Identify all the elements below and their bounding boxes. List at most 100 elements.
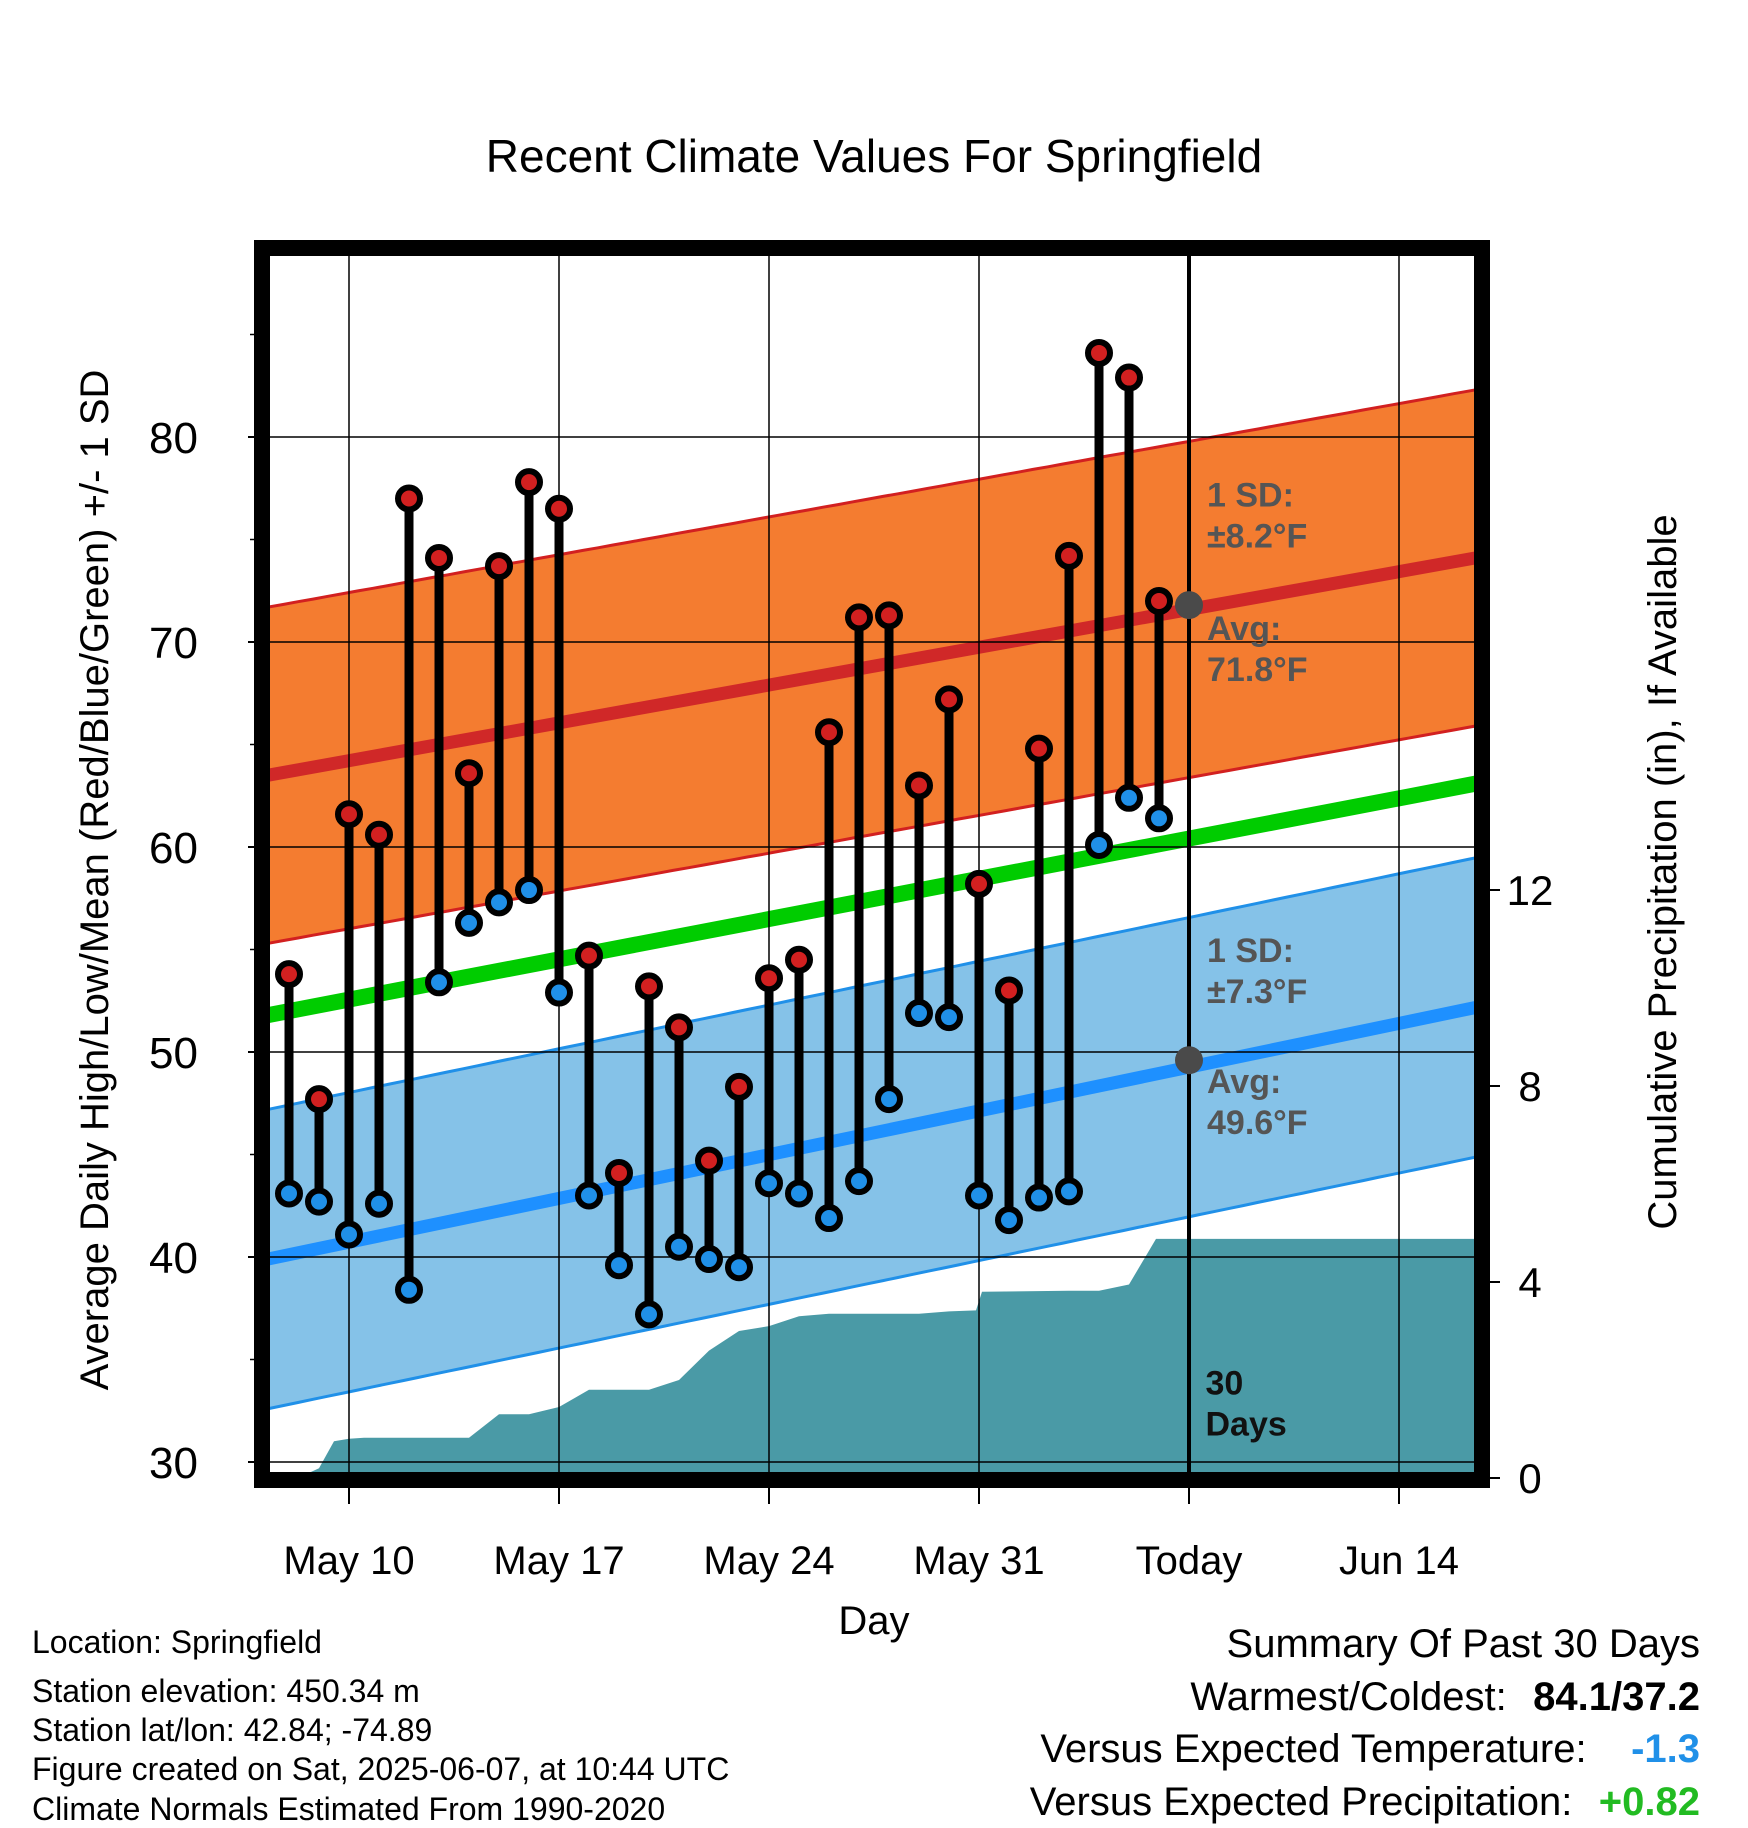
summary-temp-value: -1.3 [1631, 1727, 1700, 1771]
high-point [1145, 587, 1173, 615]
high-point [545, 494, 573, 523]
low-point [875, 1085, 903, 1114]
high-sd-annotation: 1 SD: ±8.2°F [1207, 477, 1307, 556]
low-sd-annotation-line-0: 1 SD: [1207, 932, 1294, 970]
normal-mean-line [270, 775, 1474, 1023]
today-days-label-line-1: Days [1206, 1405, 1287, 1443]
low-avg-annotation: Avg: 49.6°F [1207, 1063, 1308, 1142]
low-point [365, 1189, 393, 1218]
high-sd-annotation-line-1: ±8.2°F [1207, 518, 1307, 556]
low-point [1145, 804, 1173, 833]
high-point [455, 759, 483, 788]
high-point [635, 972, 663, 1001]
low-point [1025, 1183, 1053, 1212]
low-point [635, 1300, 663, 1329]
summary-warmest-row: Warmest/Coldest: 84.1/37.2 [1190, 1675, 1700, 1720]
y2-tick-label: 0 [1518, 1455, 1541, 1502]
high-point [845, 603, 873, 632]
y-tick-label: 60 [149, 824, 198, 873]
precipitation-area [298, 1238, 1474, 1472]
low-sd-edge-lower [270, 1155, 1474, 1410]
x-tick-label: May 10 [283, 1539, 414, 1583]
low-sd-annotation-line-1: ±7.3°F [1207, 973, 1307, 1011]
high-point [785, 945, 813, 974]
high-point [935, 685, 963, 714]
avg-marker-1 [1175, 1046, 1203, 1075]
low-sd-edge-upper [270, 856, 1474, 1111]
low-point [665, 1232, 693, 1261]
low-avg-annotation-line-1: 49.6°F [1207, 1104, 1308, 1142]
summary-precip-value: +0.82 [1598, 1780, 1700, 1824]
low-point [965, 1181, 993, 1210]
footer-latlon: Station lat/lon: 42.84; -74.89 [32, 1712, 433, 1748]
low-avg-annotation-line-0: Avg: [1207, 1063, 1281, 1101]
high-point [335, 800, 363, 829]
high-point [1055, 541, 1083, 570]
high-point [755, 964, 783, 993]
low-point [695, 1245, 723, 1274]
high-point [575, 941, 603, 970]
y2-tick-label: 4 [1518, 1259, 1541, 1306]
y2-tick-label: 12 [1507, 867, 1554, 914]
chart-title: Recent Climate Values For Springfield [486, 130, 1262, 182]
high-avg-annotation: Avg: 71.8°F [1207, 610, 1308, 689]
y-tick-label: 30 [149, 1439, 198, 1488]
low-point [1055, 1177, 1083, 1206]
high-avg-annotation-line-0: Avg: [1207, 610, 1281, 648]
low-point [725, 1253, 753, 1282]
high-point [605, 1158, 633, 1187]
y-tick-label: 80 [149, 414, 198, 463]
high-point [305, 1085, 333, 1114]
high-point [1025, 734, 1053, 763]
summary-warmest-value: 84.1/37.2 [1533, 1675, 1700, 1719]
high-avg-annotation-line-1: 71.8°F [1207, 651, 1308, 689]
low-point [845, 1167, 873, 1196]
summary-precip-label: Versus Expected Precipitation: [1029, 1780, 1573, 1824]
summary-warmest-label: Warmest/Coldest: [1190, 1675, 1507, 1719]
footer-created: Figure created on Sat, 2025-06-07, at 10… [32, 1751, 730, 1787]
low-point [605, 1251, 633, 1280]
y-tick-label: 50 [149, 1029, 198, 1078]
high-sd-edge-upper [270, 388, 1474, 609]
low-point [455, 908, 483, 937]
normal-high-line [270, 551, 1474, 782]
low-point [905, 999, 933, 1028]
y-axis-label: Average Daily High/Low/Mean (Red/Blue/Gr… [73, 370, 117, 1391]
high-point [1115, 363, 1143, 392]
y2-tick-label: 8 [1518, 1063, 1541, 1110]
low-point [395, 1275, 423, 1304]
low-point [755, 1169, 783, 1198]
low-point [785, 1179, 813, 1208]
high-point [695, 1146, 723, 1175]
summary-title-text: Summary Of Past 30 Days [1226, 1622, 1700, 1666]
footer-elevation: Station elevation: 450.34 m [32, 1673, 420, 1709]
today-days-label: 30 Days [1206, 1364, 1287, 1443]
x-tick-label: May 31 [913, 1539, 1044, 1583]
low-point [335, 1220, 363, 1249]
high-point [425, 543, 453, 572]
low-point [575, 1181, 603, 1210]
summary-temp-row: Versus Expected Temperature: -1.3 [1040, 1727, 1700, 1772]
low-point [935, 1003, 963, 1032]
x-tick-label: Today [1136, 1539, 1243, 1583]
y-tick-label: 40 [149, 1234, 198, 1283]
low-point [815, 1204, 843, 1233]
high-point [875, 601, 903, 630]
low-point [515, 876, 543, 905]
high-point [1085, 338, 1113, 367]
low-point [425, 968, 453, 997]
high-sd-annotation-line-0: 1 SD: [1207, 477, 1294, 515]
x-tick-label: May 17 [493, 1539, 624, 1583]
low-point [1115, 783, 1143, 812]
high-point [275, 960, 303, 989]
plot-frame [254, 240, 1490, 1488]
low-point [545, 978, 573, 1007]
high-point [905, 771, 933, 800]
high-point [515, 468, 543, 497]
high-point [725, 1072, 753, 1101]
y2-axis-label: Cumulative Precipitation (in), If Availa… [1641, 514, 1685, 1229]
high-point [965, 869, 993, 898]
footer-location: Location: Springfield [32, 1624, 322, 1660]
